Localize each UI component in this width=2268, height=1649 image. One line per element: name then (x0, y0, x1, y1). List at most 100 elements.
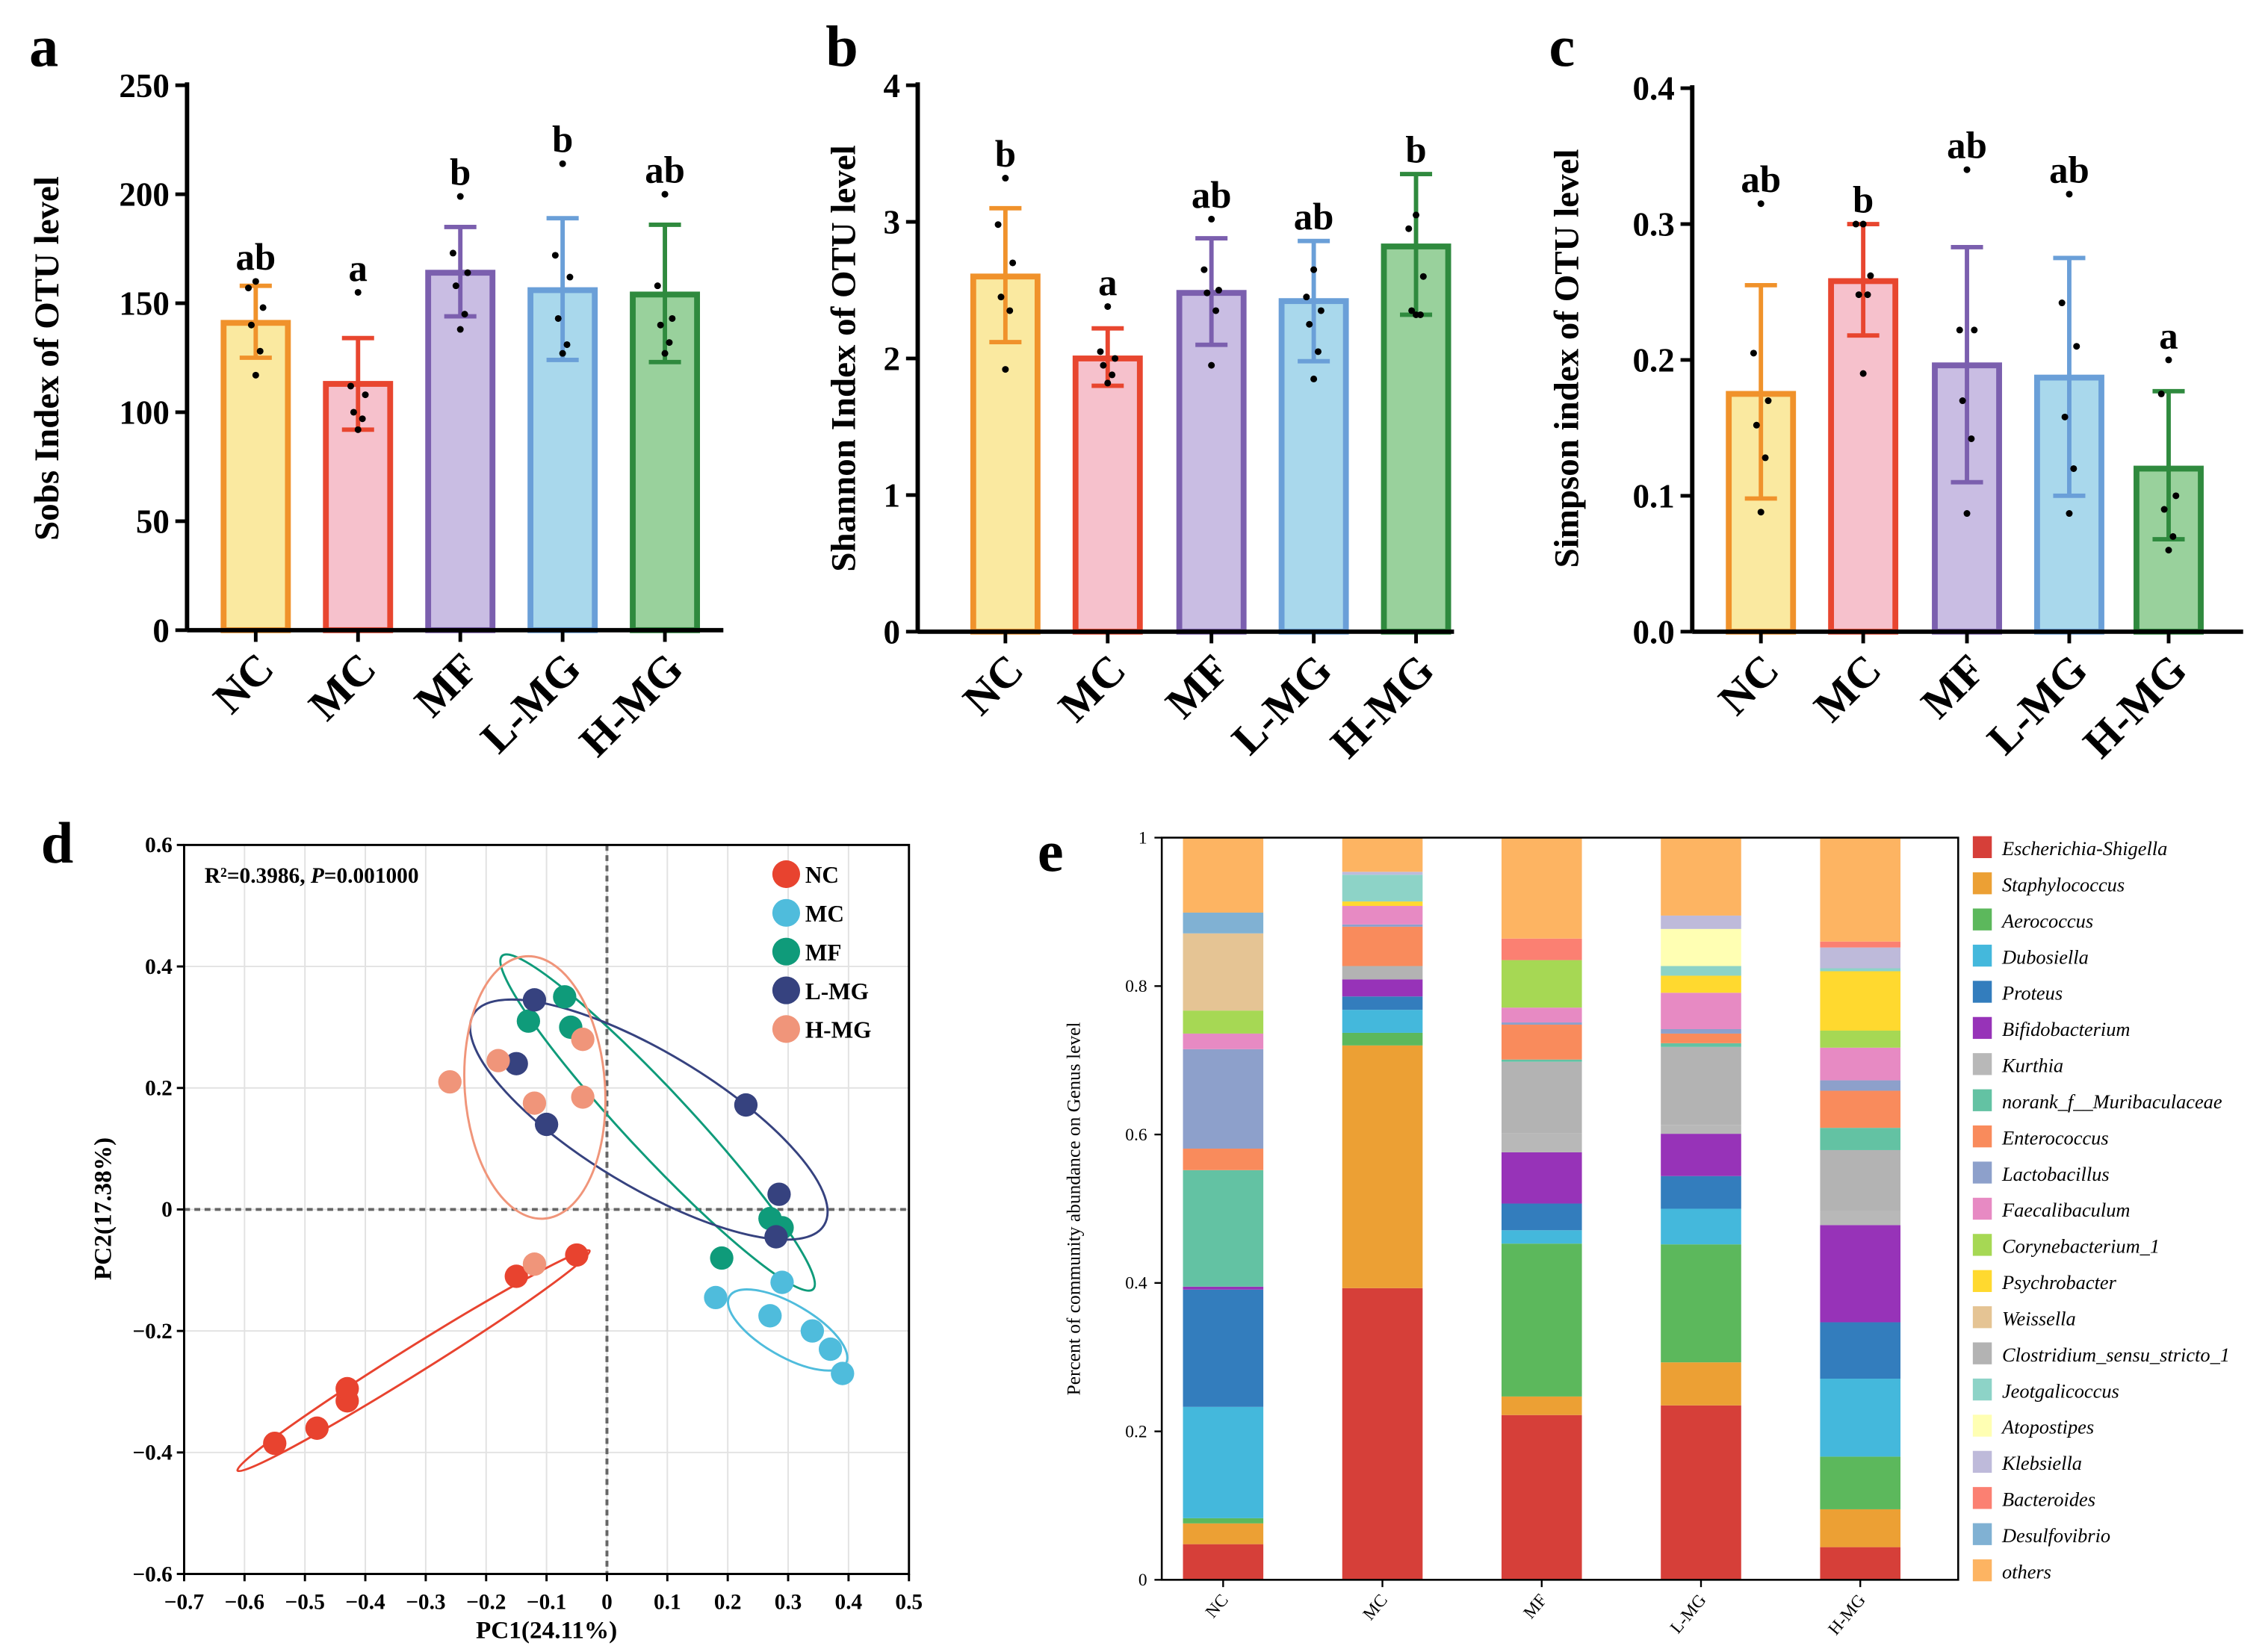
stack-segment-Enterococcus (1342, 926, 1423, 966)
data-point (1006, 307, 1014, 314)
stack-segment-Escherichia-Shigella (1342, 1288, 1423, 1580)
x-tick-label: MC (1360, 1591, 1392, 1624)
x-tick-label: −0.5 (285, 1590, 325, 1614)
significance-letter: ab (645, 149, 685, 191)
data-point (1002, 366, 1009, 373)
data-point (1100, 361, 1107, 369)
point-H-MG (522, 1252, 547, 1276)
data-point (566, 273, 574, 281)
data-point (1097, 348, 1104, 355)
legend-marker (772, 1015, 801, 1043)
x-tick-label: MC (1049, 645, 1135, 731)
data-point (1413, 211, 1420, 219)
stack-segment-Psychrobacter (1342, 901, 1423, 907)
point-MC (800, 1319, 825, 1343)
data-point (1009, 259, 1017, 267)
y-tick-label: −0.4 (132, 1441, 173, 1465)
data-point (1855, 291, 1862, 299)
data-point (1215, 287, 1222, 294)
stack-segment-Clostridium_sensu_stricto_1 (1342, 966, 1423, 980)
legend-swatch (1972, 836, 1992, 858)
data-point (354, 288, 362, 296)
y-tick-label: 0 (884, 613, 900, 650)
point-MF (516, 1009, 541, 1033)
data-point (1971, 326, 1978, 334)
significance-letter: ab (1741, 159, 1781, 201)
y-tick-label: 0.6 (145, 833, 173, 857)
legend-swatch (1972, 944, 1992, 967)
data-point (2061, 413, 2069, 420)
significance-letter: ab (235, 237, 276, 279)
data-point (1852, 220, 1859, 228)
data-point (669, 314, 676, 322)
stack-segment-Jeotgalicoccus (1342, 875, 1423, 902)
data-point (1963, 166, 1971, 173)
legend-swatch (1972, 1161, 1992, 1184)
y-tick-label: 4 (884, 67, 900, 105)
y-axis-label: PC2(17.38%) (90, 1137, 117, 1280)
panel-label: a (29, 14, 58, 79)
x-tick-label: NC (954, 645, 1033, 724)
stack-segment-Faecalibaculum (1501, 1007, 1582, 1023)
stack-segment-Clostridium_sensu_stricto_1 (1501, 1061, 1582, 1134)
point-H-MG (571, 1028, 595, 1052)
stack-segment-Psychrobacter (1820, 971, 1901, 1031)
x-tick-label: NC (1709, 645, 1788, 724)
stack-segment-Staphylococcus (1342, 1045, 1423, 1288)
x-axis-label: PC1(24.11%) (476, 1617, 617, 1645)
legend-swatch (1972, 1414, 1992, 1437)
data-point (245, 285, 252, 292)
y-tick-label: 0 (152, 612, 170, 649)
significance-letter: ab (1192, 175, 1232, 217)
stack-segment-Aerococcus (1501, 1243, 1582, 1397)
significance-letter: a (349, 248, 368, 290)
bar-MF (1176, 290, 1247, 635)
y-tick-label: −0.2 (132, 1320, 172, 1344)
point-L-MG (734, 1093, 758, 1117)
stack-segment-Enterococcus (1501, 1025, 1582, 1060)
y-tick-label: 0.2 (1633, 342, 1675, 379)
legend-label: L-MG (805, 978, 869, 1004)
stack-segment-Proteus (1501, 1203, 1582, 1231)
stack-segment-Faecalibaculum (1183, 1033, 1264, 1049)
data-point (563, 341, 571, 348)
stack-segment-Corynebacterium_1 (1501, 960, 1582, 1008)
legend-swatch (1972, 1559, 1992, 1582)
data-point (1959, 397, 1966, 405)
data-point (2169, 532, 2177, 540)
y-tick-label: 50 (136, 503, 170, 541)
data-point (1859, 220, 1867, 228)
legend-swatch (1972, 872, 1992, 895)
data-point (1419, 273, 1427, 280)
stack-segment-Kurthia (1501, 1133, 1582, 1152)
stack-segment-Aerococcus (1820, 1456, 1901, 1509)
data-point (461, 311, 468, 318)
point-MC (818, 1337, 843, 1361)
point-L-MG (767, 1182, 791, 1206)
x-tick-label: H-MG (2074, 645, 2196, 767)
legend-swatch (1972, 1306, 1992, 1329)
significance-letter: b (552, 119, 573, 161)
y-tick-label: −0.6 (132, 1562, 172, 1586)
x-tick-label: NC (204, 644, 283, 723)
data-point (2165, 356, 2172, 364)
x-tick-label: 0 (601, 1590, 613, 1614)
y-axis-label: Shannon Index of OTU level (824, 145, 863, 571)
y-axis-label: Simpson index of OTU level (1548, 149, 1587, 568)
x-tick-label: 0.1 (654, 1590, 681, 1614)
legend-swatch (1972, 1270, 1992, 1292)
data-point (1303, 294, 1310, 301)
confidence-ellipse-L-MG (468, 998, 829, 1241)
stack-segment-norank_f__Muribaculaceae (1183, 1170, 1264, 1287)
stack-segment-Klebsiella (1820, 947, 1901, 969)
point-H-MG (522, 1091, 547, 1115)
stack-segment-Enterococcus (1661, 1033, 1741, 1043)
data-point (350, 409, 357, 416)
legend-label: NC (805, 862, 839, 888)
panel-label: b (825, 14, 858, 79)
legend-label: H-MG (805, 1017, 872, 1043)
legend-swatch (1972, 1378, 1992, 1401)
stack-segment-Lactobacillus (1820, 1080, 1901, 1091)
legend-label: Proteus (2001, 982, 2063, 1004)
data-point (1208, 215, 1215, 223)
